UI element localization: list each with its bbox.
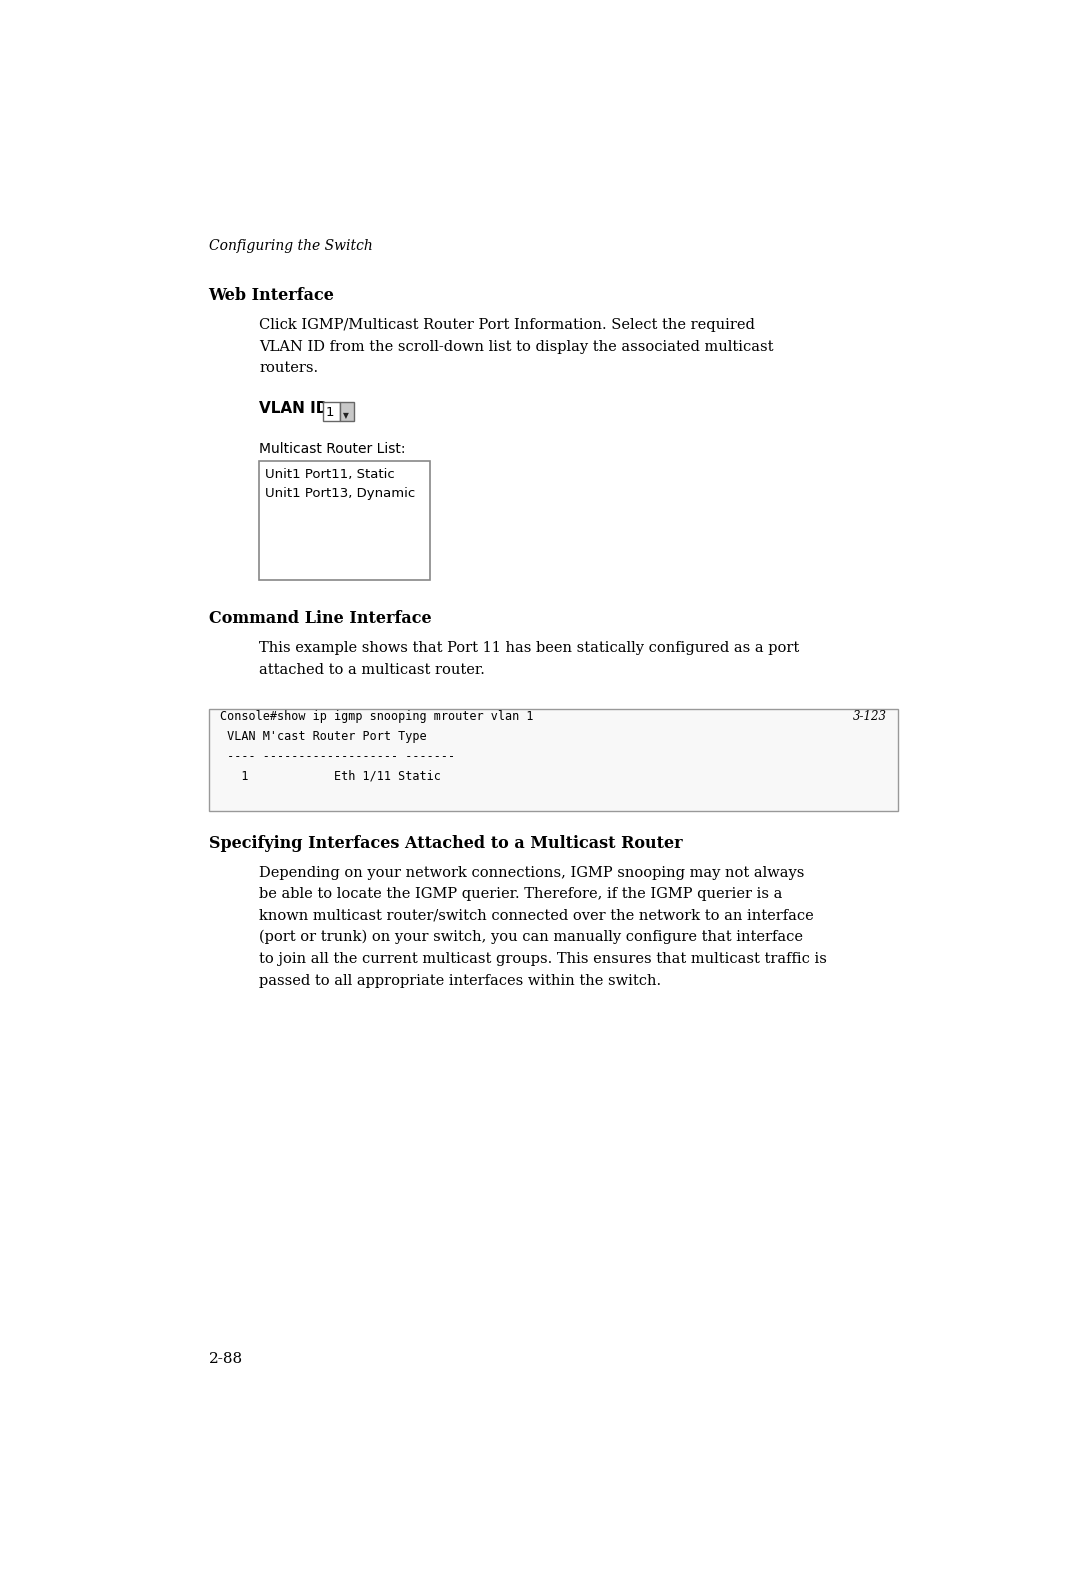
Text: routers.: routers. xyxy=(259,361,319,375)
FancyBboxPatch shape xyxy=(208,710,899,810)
Text: 1: 1 xyxy=(326,407,334,419)
FancyBboxPatch shape xyxy=(259,462,430,581)
Text: to join all the current multicast groups. This ensures that multicast traffic is: to join all the current multicast groups… xyxy=(259,951,827,966)
Text: ▼: ▼ xyxy=(343,411,349,419)
Text: VLAN ID:: VLAN ID: xyxy=(259,402,335,416)
Text: Command Line Interface: Command Line Interface xyxy=(208,609,431,626)
Text: Depending on your network connections, IGMP snooping may not always: Depending on your network connections, I… xyxy=(259,865,805,879)
Text: Console#show ip igmp snooping mrouter vlan 1: Console#show ip igmp snooping mrouter vl… xyxy=(220,710,534,722)
Text: passed to all appropriate interfaces within the switch.: passed to all appropriate interfaces wit… xyxy=(259,973,661,988)
Text: Unit1 Port11, Static: Unit1 Port11, Static xyxy=(266,468,395,480)
Text: Click IGMP/Multicast Router Port Information. Select the required: Click IGMP/Multicast Router Port Informa… xyxy=(259,319,755,333)
Text: This example shows that Port 11 has been statically configured as a port: This example shows that Port 11 has been… xyxy=(259,641,799,655)
Text: Configuring the Switch: Configuring the Switch xyxy=(208,239,373,253)
Text: known multicast router/switch connected over the network to an interface: known multicast router/switch connected … xyxy=(259,909,813,923)
Text: (port or trunk) on your switch, you can manually configure that interface: (port or trunk) on your switch, you can … xyxy=(259,929,804,945)
Text: attached to a multicast router.: attached to a multicast router. xyxy=(259,663,485,677)
Text: 2-88: 2-88 xyxy=(208,1352,243,1366)
Text: Specifying Interfaces Attached to a Multicast Router: Specifying Interfaces Attached to a Mult… xyxy=(208,835,683,851)
Text: Unit1 Port13, Dynamic: Unit1 Port13, Dynamic xyxy=(266,487,416,501)
Text: 1            Eth 1/11 Static: 1 Eth 1/11 Static xyxy=(220,769,441,783)
Text: Multicast Router List:: Multicast Router List: xyxy=(259,443,405,457)
Text: VLAN ID from the scroll-down list to display the associated multicast: VLAN ID from the scroll-down list to dis… xyxy=(259,339,773,353)
Text: VLAN M'cast Router Port Type: VLAN M'cast Router Port Type xyxy=(220,730,427,743)
FancyBboxPatch shape xyxy=(323,402,339,421)
Text: Web Interface: Web Interface xyxy=(208,287,335,305)
Text: 3-123: 3-123 xyxy=(853,710,887,722)
FancyBboxPatch shape xyxy=(339,402,353,421)
Text: ---- ------------------- -------: ---- ------------------- ------- xyxy=(220,750,456,763)
Text: be able to locate the IGMP querier. Therefore, if the IGMP querier is a: be able to locate the IGMP querier. Ther… xyxy=(259,887,782,901)
